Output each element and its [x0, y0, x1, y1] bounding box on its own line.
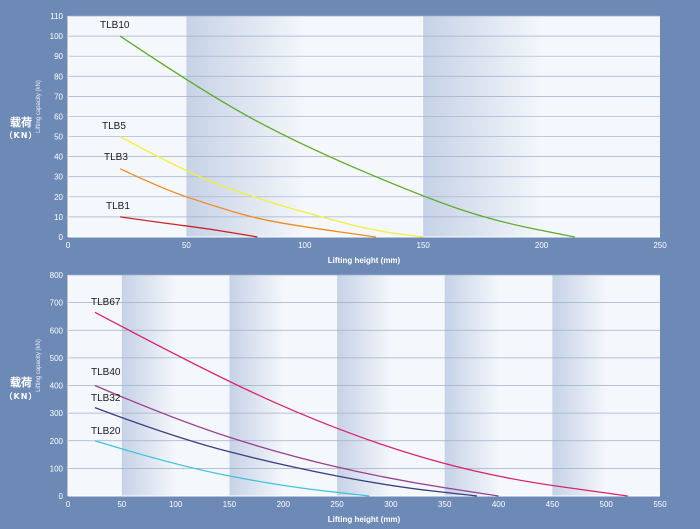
- y-tick-label: 0: [59, 492, 64, 501]
- x-tick-label: 150: [223, 500, 237, 509]
- x-tick-label: 250: [330, 500, 344, 509]
- x-tick-label: 0: [66, 241, 71, 250]
- y-tick-label: 0: [59, 233, 64, 242]
- y-tick-label: 110: [50, 12, 63, 21]
- y-tick-label: 400: [50, 382, 64, 391]
- series-line-tlb5: [119, 135, 424, 238]
- y-tick-label: 50: [54, 133, 63, 142]
- y-tick-label: 600: [50, 326, 64, 335]
- x-tick-label: 200: [277, 500, 291, 509]
- x-tick-label: 0: [66, 500, 71, 509]
- x-tick-label: 350: [438, 500, 452, 509]
- series-line-tlb20: [94, 440, 370, 497]
- y-tick-label: 90: [54, 52, 63, 61]
- series-line-tlb40: [94, 384, 499, 497]
- upper-chart: 0 10 20 30 40 50 60 70 80 90 100 110 0 50 100 150 200 250…: [5, 12, 668, 265]
- series-label-tlb1: TLB1: [106, 201, 130, 212]
- series-line-tlb67: [94, 311, 628, 497]
- x-tick-label: 450: [546, 500, 560, 509]
- series-label-tlb5: TLB5: [102, 121, 126, 132]
- y-tick-label: 300: [50, 409, 64, 418]
- x-tick-label: 300: [384, 500, 398, 509]
- x-tick-label: 550: [653, 500, 667, 509]
- series-label-tlb40: TLB40: [91, 367, 121, 378]
- y-tick-label: 40: [54, 153, 63, 162]
- y-tick-label: 30: [54, 173, 63, 182]
- series-label-tlb67: TLB67: [91, 297, 121, 308]
- x-tick-label: 100: [298, 241, 312, 250]
- y-tick-label: 20: [54, 193, 63, 202]
- y-tick-label: 10: [54, 213, 63, 222]
- y-tick-label: 200: [50, 437, 64, 446]
- y-tick-label: 100: [50, 32, 64, 41]
- series-line-tlb3: [119, 168, 376, 238]
- series-line-tlb10: [119, 35, 575, 238]
- series-label-tlb20: TLB20: [91, 426, 121, 437]
- y-axis-title: 载荷: [10, 115, 32, 129]
- series-label-tlb32: TLB32: [91, 393, 121, 404]
- series-line-tlb32: [94, 406, 478, 497]
- lower-chart: 0 100 200 300 400 500 600 700 800 0 50 100 150 200 250…: [5, 271, 668, 524]
- x-tick-label: 50: [182, 241, 191, 250]
- y-tick-label: 60: [54, 112, 63, 121]
- plot-area: [68, 16, 660, 237]
- series-line-tlb1: [120, 216, 258, 238]
- y-tick-label: 500: [50, 354, 64, 363]
- y-axis-unit: （KN）: [5, 391, 38, 401]
- y-axis-title-small: Lifting capacity (kN): [36, 80, 42, 133]
- y-tick-label: 800: [50, 271, 64, 280]
- y-tick-label: 700: [50, 299, 64, 308]
- y-tick-label: 100: [50, 464, 64, 473]
- y-axis-title-small: Lifting capacity (kN): [36, 339, 42, 392]
- x-tick-label: 200: [535, 241, 549, 250]
- series-label-tlb3: TLB3: [104, 152, 128, 163]
- x-tick-label: 500: [600, 500, 614, 509]
- series-label-tlb10: TLB10: [100, 20, 130, 31]
- y-tick-label: 80: [54, 72, 63, 81]
- y-tick-label: 70: [54, 92, 63, 101]
- plot-band: [423, 16, 542, 237]
- x-tick-label: 100: [169, 500, 183, 509]
- x-tick-label: 400: [492, 500, 506, 509]
- x-axis-title: Lifting height (mm): [328, 515, 401, 524]
- y-axis-title: 载荷: [10, 375, 32, 389]
- y-axis-unit: （KN）: [5, 130, 38, 140]
- x-tick-label: 250: [653, 241, 667, 250]
- x-axis-title: Lifting height (mm): [328, 256, 401, 265]
- x-tick-label: 50: [117, 500, 126, 509]
- x-tick-label: 150: [417, 241, 431, 250]
- plot-band: [186, 16, 305, 237]
